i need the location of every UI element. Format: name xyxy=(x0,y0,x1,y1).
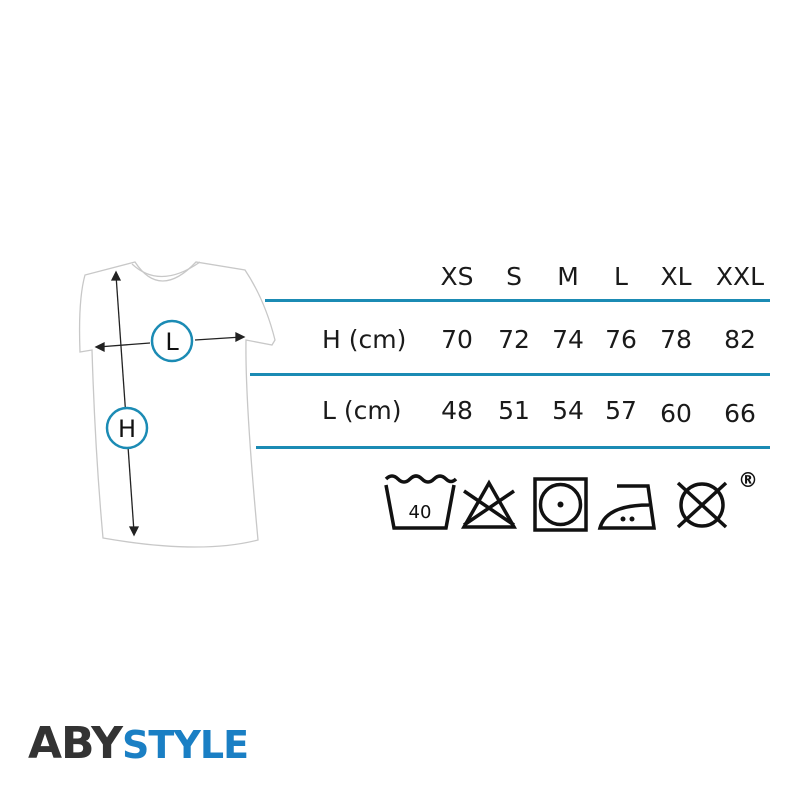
size-header: M xyxy=(557,262,579,291)
no-dry-clean-icon xyxy=(676,481,728,529)
wash-40-icon xyxy=(384,474,458,530)
divider xyxy=(256,446,770,449)
no-bleach-icon xyxy=(460,479,518,529)
cell: 78 xyxy=(660,325,692,354)
row-label: H (cm) xyxy=(322,325,407,354)
care-icons: 40 ® xyxy=(384,468,758,532)
size-header: XL xyxy=(660,262,692,291)
cell: 48 xyxy=(441,396,473,425)
cell: 74 xyxy=(552,325,584,354)
svg-text:40: 40 xyxy=(409,502,432,523)
cell: 60 xyxy=(660,399,692,428)
cell: 66 xyxy=(724,399,756,428)
cell: 76 xyxy=(605,325,637,354)
tshirt-diagram: L H xyxy=(78,261,276,548)
cell: 70 xyxy=(441,325,473,354)
logo-aby: ABY xyxy=(28,718,123,769)
height-marker: H xyxy=(118,415,136,443)
tshirt-outline xyxy=(78,261,276,548)
tumble-dry-low-icon xyxy=(533,477,588,532)
cell: 51 xyxy=(498,396,530,425)
iron-medium-icon xyxy=(597,484,657,530)
cell: 57 xyxy=(605,396,637,425)
cell: 54 xyxy=(552,396,584,425)
cell: 82 xyxy=(724,325,756,354)
abystyle-logo: ABYSTYLE xyxy=(28,718,276,770)
divider xyxy=(250,373,770,376)
logo-style: STYLE xyxy=(122,723,249,767)
cell: 72 xyxy=(498,325,530,354)
registered-mark: ® xyxy=(738,468,758,492)
width-marker: L xyxy=(165,328,179,356)
size-header: XXL xyxy=(715,262,765,291)
divider xyxy=(265,299,770,302)
row-label: L (cm) xyxy=(322,396,402,425)
size-header: S xyxy=(506,262,522,291)
size-header: L xyxy=(614,262,628,291)
size-header: XS xyxy=(440,262,474,291)
